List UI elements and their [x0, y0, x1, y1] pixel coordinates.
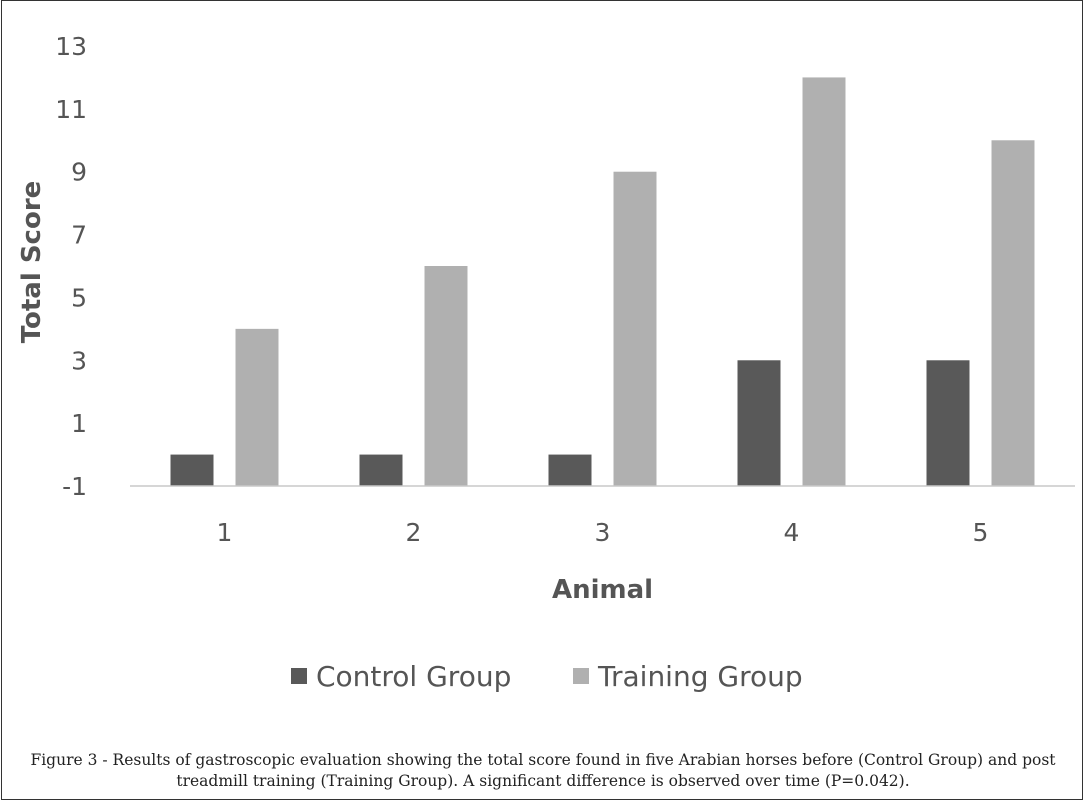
legend-label-control-group: Control Group — [316, 660, 511, 693]
training-group-bar — [613, 171, 657, 486]
y-tick-label: -1 — [62, 472, 87, 501]
x-tick-label: 2 — [406, 518, 422, 547]
control-group-bar — [926, 360, 970, 486]
x-axis-ticks: 1 2 3 4 5 — [217, 518, 989, 547]
y-tick-label: 13 — [55, 32, 87, 61]
control-group-bar — [359, 454, 403, 486]
control-group-bar — [170, 454, 214, 486]
figure-caption: Figure 3 - Results of gastroscopic evalu… — [30, 751, 1056, 790]
training-group-bar — [424, 266, 468, 486]
legend-label-training-group: Training Group — [597, 660, 803, 693]
y-tick-label: 1 — [71, 409, 87, 438]
y-tick-label: 3 — [71, 346, 87, 375]
training-group-bar — [802, 77, 846, 486]
x-tick-label: 4 — [784, 518, 800, 547]
y-tick-label: 9 — [71, 158, 87, 187]
training-group-bar — [235, 328, 279, 486]
y-tick-label: 5 — [71, 283, 87, 312]
y-tick-label: 11 — [55, 95, 87, 124]
x-tick-label: 1 — [217, 518, 233, 547]
x-tick-label: 5 — [973, 518, 989, 547]
training-group-bar — [991, 140, 1035, 487]
y-axis-title: Total Score — [17, 181, 47, 344]
x-axis-title: Animal — [552, 575, 653, 605]
legend-swatch-training-group — [573, 668, 589, 684]
control-group-bar — [737, 360, 781, 486]
x-tick-label: 3 — [595, 518, 611, 547]
y-tick-label: 7 — [71, 221, 87, 250]
bars — [170, 77, 1035, 487]
legend: Control Group Training Group — [291, 660, 803, 693]
control-group-bar — [548, 454, 592, 486]
legend-swatch-control-group — [291, 668, 307, 684]
